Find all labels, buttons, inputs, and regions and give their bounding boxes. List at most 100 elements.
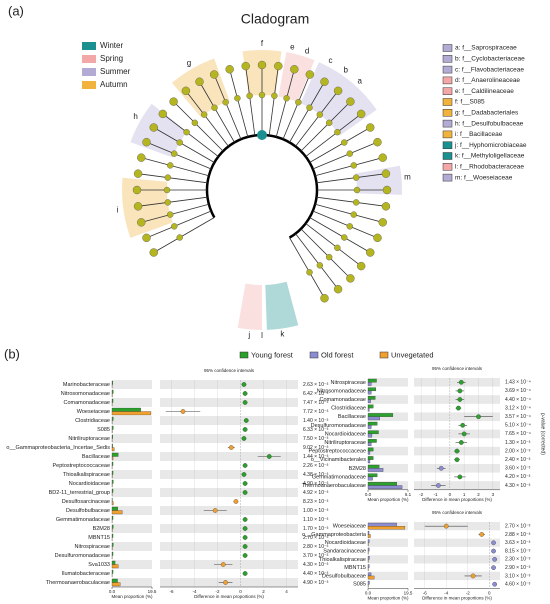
mean-bar — [367, 476, 373, 481]
p-value: 4.92 × 10⁻³ — [303, 490, 329, 496]
branch — [315, 157, 383, 177]
taxon-name: Thermoanaerobaculaceae — [46, 580, 110, 586]
node — [167, 211, 174, 218]
node — [142, 137, 151, 147]
node — [158, 109, 168, 119]
mean-bar — [367, 425, 372, 429]
diff-point — [443, 523, 449, 529]
mean-bar — [367, 464, 380, 469]
tick-label: -1 — [433, 492, 437, 497]
mean-bar — [367, 564, 370, 568]
node — [163, 186, 171, 194]
legend-label: j: f__Hyphomicrobiaceae — [454, 142, 527, 149]
tick-label: 6.1 — [405, 492, 412, 497]
taxon-name: Ilumatobacteraceae — [62, 571, 110, 577]
diff-point — [242, 553, 248, 558]
clade-letter: l — [261, 331, 263, 340]
node — [373, 233, 382, 243]
node — [306, 104, 313, 111]
row-band — [160, 380, 298, 389]
mean-bar — [111, 416, 114, 421]
row-band — [368, 538, 408, 547]
taxon-name: o__Vicinamibacterales — [311, 457, 366, 463]
row-band — [160, 452, 298, 461]
diff-point — [241, 436, 247, 441]
legend-label: c: f__Flavobacteriaceae — [455, 66, 524, 73]
clade-letter: m — [404, 172, 411, 181]
node — [209, 70, 219, 79]
p-value: 3.57 × 10⁻⁴ — [505, 414, 531, 420]
branch — [315, 203, 383, 223]
legend-swatch — [442, 55, 453, 63]
mean-bar — [111, 443, 113, 448]
node — [258, 91, 266, 99]
mean-bar — [367, 459, 371, 464]
legend-label: g: f__Dadabacteriales — [455, 110, 519, 117]
mean-bar — [111, 569, 114, 574]
row-band — [112, 560, 152, 569]
p-value: 2.00 × 10⁻³ — [505, 448, 531, 454]
cladogram: ab c d e f g h i j k l m — [117, 39, 412, 340]
node — [234, 95, 241, 102]
p-value: 1.00 × 10⁻³ — [303, 508, 329, 514]
taxon-name: Comamonadaceae — [320, 397, 366, 403]
clade-letter: k — [280, 330, 285, 339]
mean-bar — [367, 534, 371, 538]
node — [350, 211, 357, 218]
branch — [289, 237, 325, 299]
taxon-name: Clostridiaceae — [331, 406, 366, 412]
axis-label: Difference in mean proportions (%) — [422, 596, 492, 601]
node — [283, 95, 290, 102]
row-band — [112, 470, 152, 479]
p-value: 2.40 × 10⁻³ — [505, 457, 531, 463]
node — [333, 284, 343, 294]
node — [295, 99, 302, 106]
row-band — [112, 452, 152, 461]
row-band — [414, 538, 500, 547]
node — [171, 150, 178, 157]
tick-label: -6 — [169, 589, 173, 594]
mean-bar — [367, 482, 398, 486]
p-value: 6.33 × 10⁻³ — [303, 427, 329, 433]
legend-label: a: f__Saprospiraceae — [455, 45, 517, 52]
mean-bar — [111, 470, 114, 475]
taxon-name: Woeseiaceae — [77, 409, 110, 415]
p-value: 2.70 × 10⁻³ — [505, 523, 531, 529]
taxon-name: Nitrosomonadaceae — [317, 388, 366, 394]
node — [149, 123, 158, 132]
axis-label: Difference in mean proportions (%) — [422, 497, 492, 502]
legend-label: Winter — [100, 41, 123, 50]
node — [176, 234, 183, 241]
legend-label: f: f__S085 — [455, 99, 485, 106]
mean-bar — [111, 515, 114, 520]
row-band — [368, 446, 408, 456]
node — [191, 119, 199, 127]
tick-label: 2 — [262, 589, 265, 594]
branch — [295, 90, 339, 147]
diff-point — [242, 535, 248, 540]
node — [334, 244, 341, 252]
row-band — [160, 470, 298, 479]
mean-bar — [367, 396, 376, 400]
legend-swatch — [82, 68, 96, 76]
taxon-name: Nocardioidaceae — [325, 540, 366, 546]
legend-swatch — [442, 87, 453, 95]
branch — [282, 74, 311, 140]
clade-highlight — [300, 62, 377, 136]
tick-label: -2 — [419, 492, 423, 497]
mean-bar — [111, 533, 114, 538]
node — [334, 128, 341, 136]
taxon-name: Nitrospiraceae — [331, 380, 366, 386]
diff-point — [242, 526, 248, 531]
mean-bar — [111, 389, 114, 394]
taxon-name: Nitriliruptoraceae — [68, 436, 110, 442]
p-value: 8.23 × 10⁻³ — [303, 499, 329, 505]
legend-swatch — [442, 109, 453, 117]
p-value: 6.42 × 10⁻³ — [303, 391, 329, 397]
mean-bar — [367, 485, 403, 489]
mean-bar — [111, 510, 123, 515]
row-band — [368, 571, 408, 581]
diff-point — [241, 382, 247, 387]
branch — [305, 113, 362, 157]
mean-bar — [367, 526, 406, 530]
